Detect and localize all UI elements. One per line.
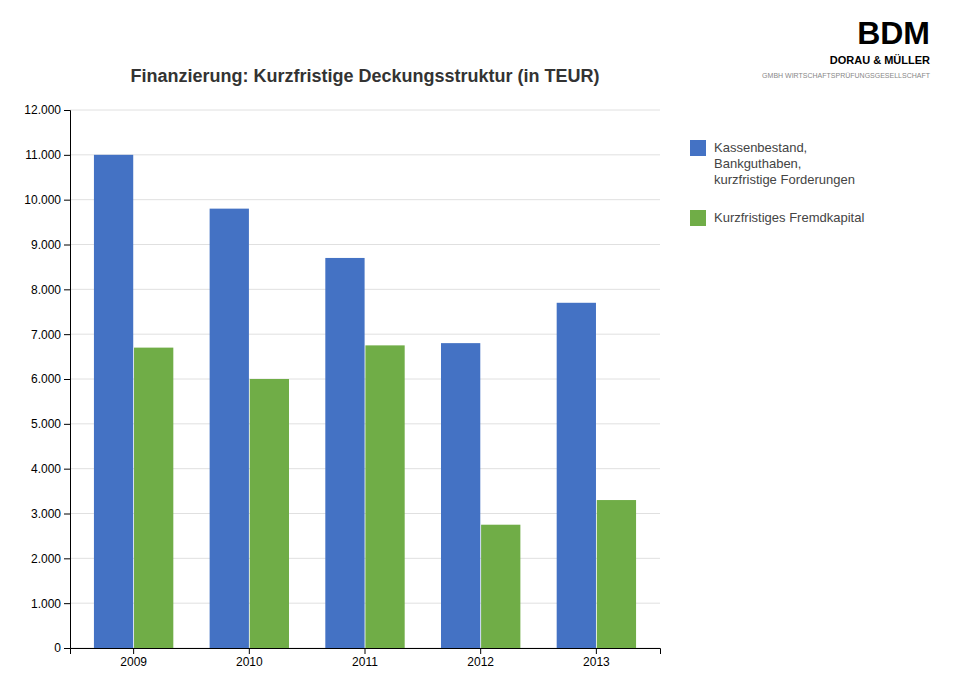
legend: Kassenbestand,Bankguthaben,kurzfristige … <box>690 140 864 226</box>
tick: 0 <box>54 641 70 655</box>
tick: 10.000 <box>24 193 70 207</box>
tick-mark <box>64 558 70 559</box>
bar <box>597 500 636 648</box>
tick-label: 2.000 <box>31 552 61 566</box>
bar <box>481 525 520 648</box>
tick-label: 2013 <box>583 655 610 669</box>
tick-label: 3.000 <box>31 507 61 521</box>
bar <box>210 209 249 648</box>
tick: 2009 <box>120 648 147 669</box>
legend-item: Kassenbestand,Bankguthaben,kurzfristige … <box>690 140 855 187</box>
tick: 2012 <box>467 648 494 669</box>
x-axis: 2009 2010 2011 2012 2013 <box>71 648 661 669</box>
legend-label: Kassenbestand,Bankguthaben,kurzfristige … <box>714 140 855 187</box>
tick-mark <box>64 334 70 335</box>
tick-mark <box>365 648 366 654</box>
tick-label: 2009 <box>120 655 147 669</box>
legend-label: Kurzfristiges Fremdkapital <box>714 210 864 225</box>
tick-mark <box>64 245 70 246</box>
tick-label: 4.000 <box>31 462 61 476</box>
tick-mark <box>64 603 70 604</box>
tick: 2013 <box>583 648 610 669</box>
tick-mark <box>480 648 481 654</box>
grid-line <box>70 154 660 155</box>
tick-mark <box>596 648 597 654</box>
bars <box>94 155 636 648</box>
tick-label: 11.000 <box>25 148 61 162</box>
tick: 3.000 <box>31 507 70 521</box>
tick-label: 7.000 <box>31 328 61 342</box>
tick-label: 6.000 <box>31 372 61 386</box>
bar <box>250 379 289 648</box>
bar-series <box>134 345 636 648</box>
tick-mark <box>64 289 70 290</box>
tick: 2.000 <box>31 552 70 566</box>
title: Finanzierung: Kurzfristige Deckungsstruk… <box>130 66 599 86</box>
bar <box>325 258 364 648</box>
annotation: DORAU & MÜLLER <box>830 54 930 66</box>
tick-mark <box>64 424 70 425</box>
tick-label: 2012 <box>467 655 494 669</box>
tick-mark <box>64 110 70 111</box>
tick: 2011 <box>352 648 378 669</box>
tick: 11.000 <box>25 148 70 162</box>
grid-line <box>70 199 660 200</box>
tick-mark <box>133 648 134 654</box>
axis-line <box>64 111 71 649</box>
bar-series <box>94 155 596 648</box>
grid-line <box>70 244 660 245</box>
tick-label: 2011 <box>352 655 378 669</box>
grid-line <box>70 110 660 111</box>
tick-mark <box>64 648 70 649</box>
grid-line <box>70 289 660 290</box>
tick: 8.000 <box>31 283 70 297</box>
tick-label: 12.000 <box>24 103 61 117</box>
tick: 12.000 <box>24 103 70 117</box>
tick: 1.000 <box>31 597 70 611</box>
tick-mark <box>64 514 70 515</box>
tick: 9.000 <box>31 238 70 252</box>
tick-label: 8.000 <box>31 283 61 297</box>
legend-swatch <box>690 140 706 156</box>
tick-label: 0 <box>54 641 61 655</box>
grid <box>70 110 660 648</box>
bar <box>134 348 173 648</box>
chart: 0 1.000 2.000 3.000 4.000 5.000 6.000 7.000 8.00… <box>0 0 960 698</box>
tick: 7.000 <box>31 328 70 342</box>
tick-mark <box>64 469 70 470</box>
bar <box>94 155 133 648</box>
tick-mark <box>64 155 70 156</box>
tick-label: 5.000 <box>31 417 61 431</box>
tick-label: 2010 <box>236 655 263 669</box>
plot: 0 1.000 2.000 3.000 4.000 5.000 6.000 7.000 8.00… <box>24 103 660 668</box>
tick: 2010 <box>236 648 263 669</box>
annotation: GMBH WIRTSCHAFTSPRÜFUNGSGESELLSCHAFT <box>762 72 931 79</box>
axis-line <box>71 649 661 655</box>
tick: 5.000 <box>31 417 70 431</box>
tick: 6.000 <box>31 372 70 386</box>
legend-item: Kurzfristiges Fremdkapital <box>690 210 864 226</box>
y-axis: 0 1.000 2.000 3.000 4.000 5.000 6.000 7.000 8.00… <box>24 103 70 655</box>
tick: 4.000 <box>31 462 70 476</box>
tick-mark <box>249 648 250 654</box>
legend-swatch <box>690 210 706 226</box>
tick-mark <box>64 200 70 201</box>
tick-label: 10.000 <box>24 193 61 207</box>
tick-label: 1.000 <box>31 597 61 611</box>
bar <box>441 343 480 648</box>
tick-mark <box>64 379 70 380</box>
bar <box>365 345 404 648</box>
tick-label: 9.000 <box>31 238 61 252</box>
annotation: BDM <box>857 15 930 51</box>
bar <box>557 303 596 648</box>
